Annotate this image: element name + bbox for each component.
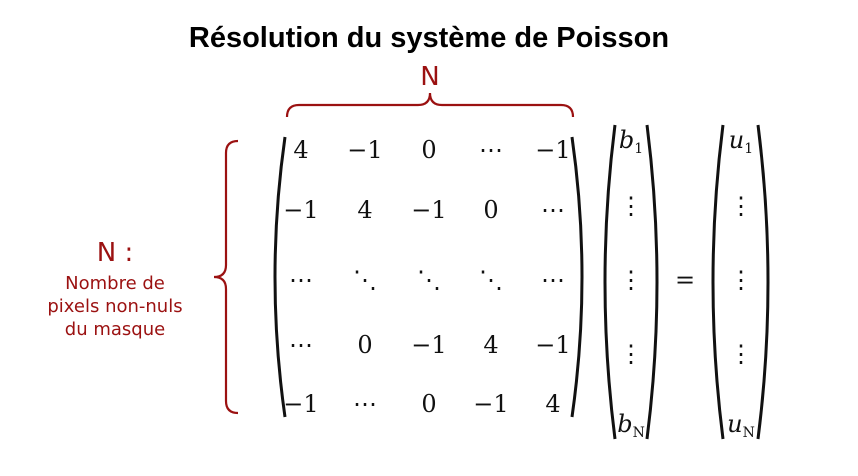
vector-u-dots: ⋮ <box>729 266 753 294</box>
matrix-cell: ⋯ <box>289 266 313 294</box>
vector-b-dots: ⋮ <box>619 340 643 368</box>
vector-u-dots: ⋮ <box>729 192 753 220</box>
matrix-cell: −1 <box>283 196 319 224</box>
vector-b-dots: ⋮ <box>619 266 643 294</box>
matrix-cell: ⋱ <box>417 266 441 294</box>
matrix-cell: 0 <box>421 136 437 164</box>
side-brace-label: N : <box>96 238 134 268</box>
matrix-cell: ⋯ <box>541 266 565 294</box>
matrix-cell: ⋱ <box>353 266 377 294</box>
matrix-cell: 4 <box>483 331 499 359</box>
vector-b-left-paren <box>603 124 617 440</box>
vector-u-first: u1 <box>728 126 754 157</box>
equals-sign: = <box>674 266 696 294</box>
matrix-cell: 0 <box>357 331 373 359</box>
side-description-line: Nombre de <box>65 273 165 294</box>
matrix-cell: ⋯ <box>353 390 377 418</box>
diagram-title: Résolution du système de Poisson <box>188 22 670 54</box>
matrix-cell: 0 <box>483 196 499 224</box>
vector-u-right-paren <box>756 124 770 440</box>
matrix-cell: −1 <box>535 136 571 164</box>
matrix-cell: −1 <box>283 390 319 418</box>
vector-b-first: b1 <box>618 126 644 157</box>
vector-u-left-paren <box>711 124 725 440</box>
matrix-cell: ⋯ <box>289 331 313 359</box>
vector-b-right-paren <box>645 124 659 440</box>
side-description-line: du masque <box>64 319 166 340</box>
matrix-left-paren <box>273 136 287 418</box>
matrix-right-paren <box>570 136 584 418</box>
vector-u-dots: ⋮ <box>729 340 753 368</box>
top-brace-label: N <box>420 62 440 92</box>
top-curly-brace <box>285 92 575 118</box>
matrix-cell: ⋯ <box>479 136 503 164</box>
vector-u-last: uN <box>727 410 755 441</box>
side-brace-description: Nombre de pixels non-nuls du masque <box>25 272 205 341</box>
matrix-cell: −1 <box>411 196 447 224</box>
matrix-cell: −1 <box>473 390 509 418</box>
matrix-cell: 4 <box>545 390 561 418</box>
vector-b-dots: ⋮ <box>619 192 643 220</box>
vector-b-last: bN <box>617 410 645 441</box>
matrix-cell: −1 <box>411 331 447 359</box>
matrix-cell: 0 <box>421 390 437 418</box>
matrix-cell: 4 <box>293 136 309 164</box>
matrix-cell: −1 <box>347 136 383 164</box>
left-curly-brace <box>213 139 239 415</box>
matrix-cell: ⋱ <box>479 266 503 294</box>
matrix-cell: 4 <box>357 196 373 224</box>
side-description-line: pixels non-nuls <box>47 296 183 317</box>
matrix-cell: ⋯ <box>541 196 565 224</box>
matrix-cell: −1 <box>535 331 571 359</box>
